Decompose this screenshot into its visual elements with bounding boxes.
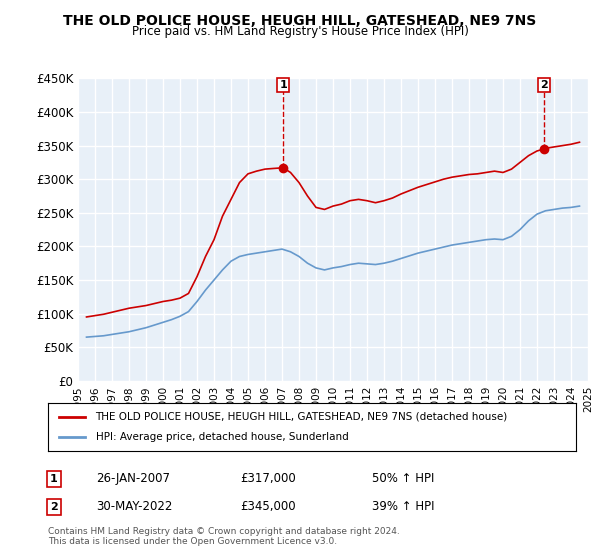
Text: THE OLD POLICE HOUSE, HEUGH HILL, GATESHEAD, NE9 7NS (detached house): THE OLD POLICE HOUSE, HEUGH HILL, GATESH… (95, 412, 508, 422)
Text: £345,000: £345,000 (240, 500, 296, 514)
Text: THE OLD POLICE HOUSE, HEUGH HILL, GATESHEAD, NE9 7NS: THE OLD POLICE HOUSE, HEUGH HILL, GATESH… (64, 14, 536, 28)
Text: Contains HM Land Registry data © Crown copyright and database right 2024.
This d: Contains HM Land Registry data © Crown c… (48, 526, 400, 546)
Text: 30-MAY-2022: 30-MAY-2022 (96, 500, 172, 514)
Text: 39% ↑ HPI: 39% ↑ HPI (372, 500, 434, 514)
Text: Price paid vs. HM Land Registry's House Price Index (HPI): Price paid vs. HM Land Registry's House … (131, 25, 469, 38)
Text: 26-JAN-2007: 26-JAN-2007 (96, 472, 170, 486)
Text: 1: 1 (50, 474, 58, 484)
Text: 2: 2 (50, 502, 58, 512)
Text: £317,000: £317,000 (240, 472, 296, 486)
Text: 2: 2 (540, 80, 548, 90)
Text: HPI: Average price, detached house, Sunderland: HPI: Average price, detached house, Sund… (95, 432, 348, 442)
Text: 1: 1 (280, 80, 287, 90)
Text: 50% ↑ HPI: 50% ↑ HPI (372, 472, 434, 486)
